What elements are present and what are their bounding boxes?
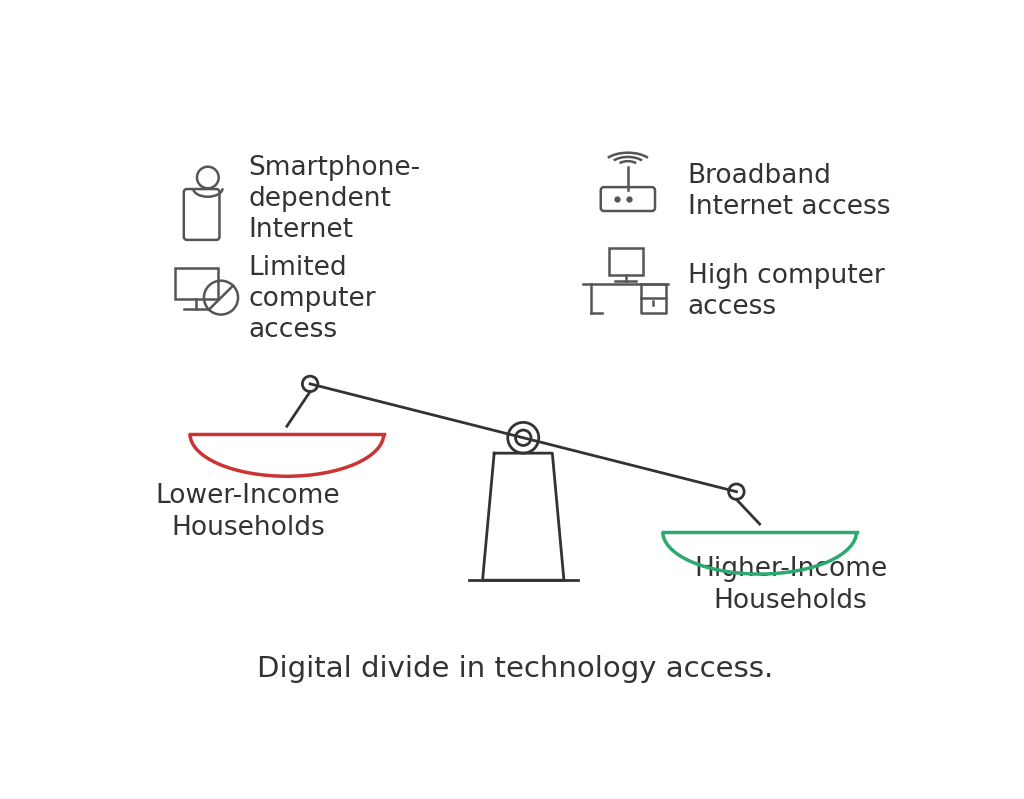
- Text: computer: computer: [248, 286, 376, 312]
- Text: Limited: Limited: [248, 256, 347, 281]
- Text: Digital divide in technology access.: Digital divide in technology access.: [257, 654, 773, 683]
- Text: access: access: [687, 294, 776, 320]
- Text: Lower-Income: Lower-Income: [156, 483, 340, 508]
- Text: Smartphone-: Smartphone-: [248, 155, 420, 181]
- Text: Internet: Internet: [248, 217, 353, 243]
- Text: dependent: dependent: [248, 186, 391, 212]
- Text: High computer: High computer: [687, 263, 885, 289]
- Text: Broadband: Broadband: [687, 163, 831, 189]
- Text: access: access: [248, 317, 337, 343]
- Text: Higher-Income: Higher-Income: [694, 555, 887, 582]
- Text: Internet access: Internet access: [687, 194, 890, 220]
- Text: Households: Households: [714, 588, 867, 614]
- Text: Households: Households: [171, 515, 325, 541]
